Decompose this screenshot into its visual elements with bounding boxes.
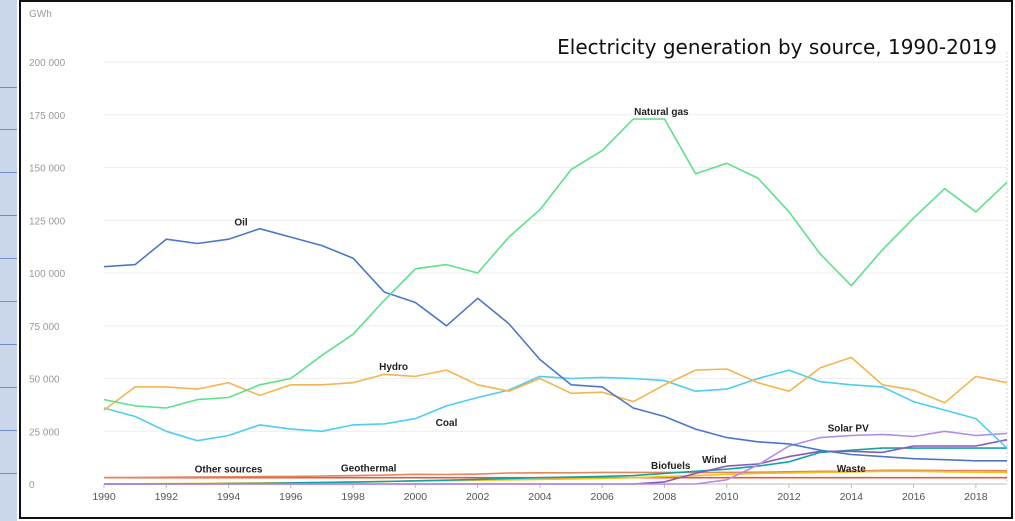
series-label-other-sources: Other sources xyxy=(195,465,263,476)
series-line-natural-gas xyxy=(103,118,1008,409)
series-labels: Natural gas Oil Hydro Coal Solar PV Biofuels W… xyxy=(195,107,869,476)
x-tick-label: 2008 xyxy=(653,491,677,503)
series-label-hydro: Hydro xyxy=(379,362,408,373)
series-label-geothermal: Geothermal xyxy=(341,463,397,474)
x-tick-label: 2012 xyxy=(777,491,801,503)
series-label-wind: Wind xyxy=(702,455,726,466)
y-tick-label: 0 xyxy=(29,480,35,491)
gridlines xyxy=(104,52,1008,485)
y-tick-label: 200 000 xyxy=(29,58,66,69)
series-line-hydro xyxy=(103,356,1008,411)
electricity-generation-chart: Electricity generation by source, 1990-2… xyxy=(29,9,1008,503)
series-label-oil: Oil xyxy=(234,218,248,229)
x-tick-label: 1996 xyxy=(279,491,303,503)
x-tick-label: 2016 xyxy=(902,491,926,503)
y-tick-label: 100 000 xyxy=(29,269,66,280)
x-tick-label: 1992 xyxy=(155,491,179,503)
y-tick-label: 175 000 xyxy=(29,111,66,122)
y-tick-label: 150 000 xyxy=(29,164,66,175)
x-axis-ticks: 1990 1992 1994 1996 1998 2000 2002 2004 2006 2008… xyxy=(92,484,988,503)
series-label-coal: Coal xyxy=(436,418,458,429)
x-tick-label: 1994 xyxy=(217,491,241,503)
series-label-waste: Waste xyxy=(837,464,867,475)
x-tick-label: 1998 xyxy=(341,491,365,503)
series-label-natural-gas: Natural gas xyxy=(634,107,689,118)
x-tick-label: 2006 xyxy=(591,491,615,503)
chart-title: Electricity generation by source, 1990-2… xyxy=(557,35,997,59)
series-label-solar-pv: Solar PV xyxy=(828,423,869,434)
series-line-solar-pv xyxy=(104,430,1008,485)
x-tick-label: 2014 xyxy=(840,491,864,503)
x-tick-label: 2018 xyxy=(964,491,988,503)
series-line-oil xyxy=(103,227,1007,462)
y-axis-ticks: 0 25 000 50 000 75 000 100 000 125 000 150 000… xyxy=(29,58,66,491)
y-tick-label: 75 000 xyxy=(29,322,60,333)
x-tick-label: 1990 xyxy=(92,491,116,503)
series-label-biofuels: Biofuels xyxy=(651,461,691,472)
x-tick-label: 2000 xyxy=(404,491,428,503)
y-tick-label: 25 000 xyxy=(29,427,60,438)
chart-frame xyxy=(19,0,1013,519)
series-lines xyxy=(103,118,1008,485)
y-tick-label: 50 000 xyxy=(29,375,60,386)
left-edge-strip xyxy=(0,0,17,521)
x-tick-label: 2002 xyxy=(466,491,490,503)
x-tick-label: 2010 xyxy=(715,491,739,503)
x-tick-label: 2004 xyxy=(528,491,552,503)
series-line-coal xyxy=(103,369,1008,449)
y-tick-label: 125 000 xyxy=(29,216,66,227)
y-axis-unit-label: GWh xyxy=(29,9,52,20)
